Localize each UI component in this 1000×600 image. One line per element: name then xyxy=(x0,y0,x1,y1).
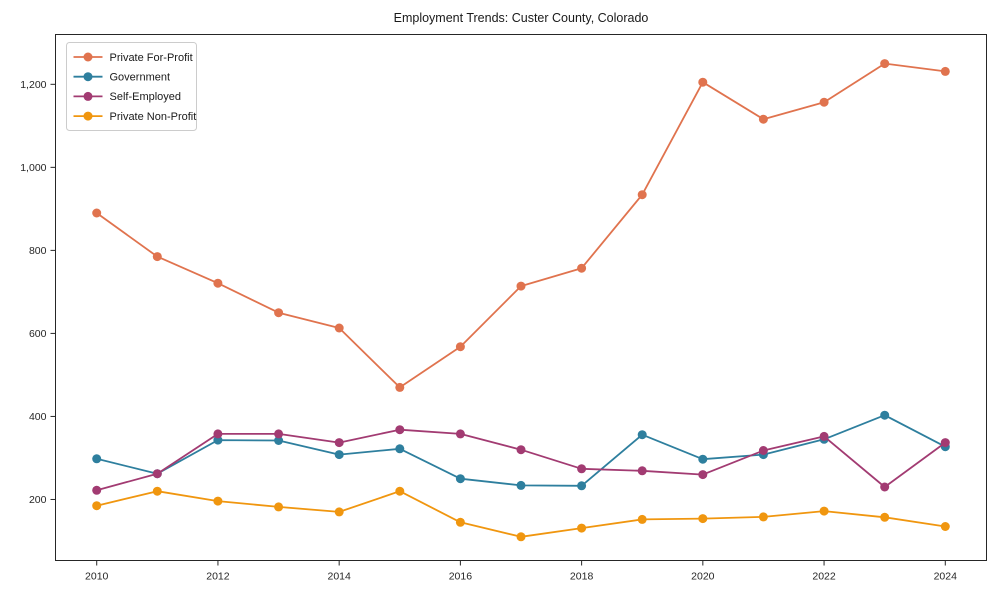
data-point-government xyxy=(334,450,344,460)
data-point-private-non-profit xyxy=(334,507,344,517)
x-tick-label: 2024 xyxy=(934,571,958,583)
data-point-private-for-profit xyxy=(577,263,587,273)
legend-label-private-for-profit: Private For-Profit xyxy=(110,52,193,64)
data-point-government xyxy=(880,410,890,420)
y-tick-label: 400 xyxy=(29,411,47,423)
data-point-self-employed xyxy=(152,469,162,479)
data-point-private-non-profit xyxy=(92,501,102,511)
data-point-self-employed xyxy=(274,429,284,439)
data-point-private-non-profit xyxy=(577,523,587,533)
data-point-private-for-profit xyxy=(92,208,102,218)
data-point-private-non-profit xyxy=(637,514,647,524)
data-point-private-non-profit xyxy=(819,506,829,516)
data-point-government xyxy=(455,474,465,484)
data-point-private-non-profit xyxy=(152,486,162,496)
x-tick-label: 2016 xyxy=(449,571,473,583)
y-tick-label: 800 xyxy=(29,245,47,257)
data-point-private-for-profit xyxy=(152,252,162,262)
data-point-private-for-profit xyxy=(274,308,284,318)
plot-frame xyxy=(55,34,987,561)
data-point-private-for-profit xyxy=(213,278,223,288)
legend-marker-private-for-profit xyxy=(83,52,93,62)
data-point-government xyxy=(395,444,405,454)
series-line-private-non-profit xyxy=(95,490,947,538)
data-point-private-non-profit xyxy=(274,502,284,512)
data-point-self-employed xyxy=(455,429,465,439)
data-point-self-employed xyxy=(637,466,647,476)
data-point-government xyxy=(698,454,708,464)
legend-label-government: Government xyxy=(110,72,171,84)
x-tick-label: 2012 xyxy=(206,571,230,583)
data-point-private-for-profit xyxy=(516,281,526,291)
data-point-private-non-profit xyxy=(758,512,768,522)
legend-label-self-employed: Self-Employed xyxy=(110,91,182,103)
data-point-private-for-profit xyxy=(880,59,890,69)
y-tick-label: 1,200 xyxy=(20,79,46,91)
x-tick-label: 2022 xyxy=(812,571,836,583)
data-point-private-for-profit xyxy=(334,323,344,333)
data-point-private-non-profit xyxy=(516,532,526,542)
data-point-self-employed xyxy=(577,464,587,474)
data-point-private-for-profit xyxy=(395,382,405,392)
legend-marker-self-employed xyxy=(83,91,93,101)
data-point-self-employed xyxy=(516,445,526,455)
chart-title: Employment Trends: Custer County, Colora… xyxy=(393,11,649,25)
data-point-self-employed xyxy=(940,438,950,448)
data-point-self-employed xyxy=(395,425,405,435)
y-tick-label: 1,000 xyxy=(20,162,46,174)
legend: Private For-Profit Government Self-Employe… xyxy=(66,42,197,131)
data-point-self-employed xyxy=(880,482,890,492)
legend-marker-private-non-profit xyxy=(83,111,93,121)
y-tick-label: 200 xyxy=(29,494,47,506)
legend-label-private-non-profit: Private Non-Profit xyxy=(110,111,197,123)
data-point-private-non-profit xyxy=(940,522,950,531)
x-tick-label: 2018 xyxy=(570,571,594,583)
data-point-self-employed xyxy=(819,431,829,441)
series-line-private-for-profit xyxy=(95,62,947,389)
data-point-private-non-profit xyxy=(880,512,890,522)
x-tick-label: 2020 xyxy=(691,571,715,583)
data-point-self-employed xyxy=(698,470,708,480)
data-point-government xyxy=(92,454,102,464)
x-tick-label: 2014 xyxy=(327,571,351,583)
legend-box xyxy=(66,42,197,131)
data-point-private-non-profit xyxy=(395,486,405,496)
data-point-government xyxy=(516,480,526,490)
data-point-private-non-profit xyxy=(213,496,223,506)
data-point-private-for-profit xyxy=(698,77,708,87)
y-tick-label: 600 xyxy=(29,328,47,340)
data-point-private-for-profit xyxy=(819,97,829,107)
data-point-private-for-profit xyxy=(455,342,465,352)
data-point-self-employed xyxy=(92,485,102,495)
data-point-self-employed xyxy=(334,438,344,448)
x-tick-label: 2010 xyxy=(85,571,109,583)
data-point-government xyxy=(213,435,223,445)
data-point-private-for-profit xyxy=(940,66,950,76)
data-point-government xyxy=(577,481,587,491)
data-point-government xyxy=(274,436,284,445)
legend-marker-government xyxy=(83,72,93,82)
data-point-self-employed xyxy=(758,446,768,455)
data-point-private-for-profit xyxy=(758,114,768,124)
data-point-government xyxy=(637,430,647,440)
data-point-self-employed xyxy=(213,429,223,439)
data-point-private-for-profit xyxy=(637,190,647,200)
data-point-private-non-profit xyxy=(698,514,708,524)
data-point-private-non-profit xyxy=(455,517,465,527)
